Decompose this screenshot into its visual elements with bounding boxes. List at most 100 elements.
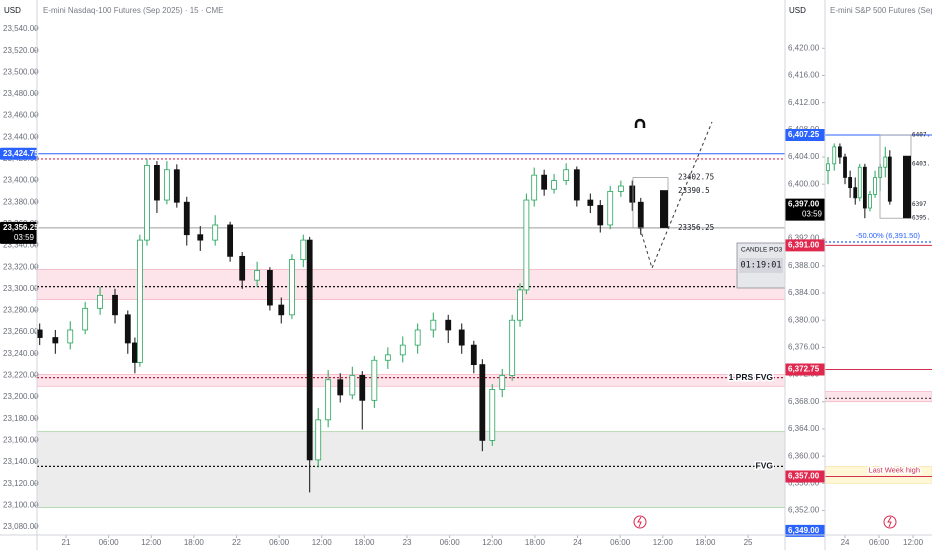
- candle-body: [183, 201, 190, 236]
- line-label: -50.00% (6,391.50): [856, 231, 921, 240]
- candle-body: [838, 146, 842, 158]
- price-label-bg: [785, 198, 825, 221]
- y-tick-label: 23,140.00: [3, 457, 39, 466]
- candle-body: [82, 307, 89, 331]
- candle-body: [826, 163, 830, 172]
- candle-body: [563, 169, 570, 181]
- candle-body: [97, 294, 103, 309]
- annotation: 6403.: [912, 160, 930, 167]
- alert-icon[interactable]: [883, 515, 897, 529]
- y-tick-label: 6,400.00: [788, 179, 820, 188]
- annotation: 6407.: [912, 131, 930, 138]
- candle-body: [509, 319, 516, 376]
- x-tick-label: 06:00: [99, 538, 120, 547]
- candle-body: [399, 344, 406, 356]
- candle-body: [278, 304, 285, 316]
- price-countdown: 03:59: [802, 210, 823, 219]
- x-tick-label: 18:00: [354, 538, 375, 547]
- candle-body: [239, 255, 246, 281]
- candle-body: [868, 194, 872, 209]
- candle-body: [489, 389, 496, 441]
- candle-body: [414, 329, 421, 346]
- y-tick-label: 6,388.00: [788, 261, 820, 270]
- candle-body: [289, 259, 295, 316]
- candle-body: [349, 375, 356, 396]
- y-tick-label: 6,392.00: [788, 234, 820, 243]
- candle-body: [853, 187, 858, 199]
- x-tick-label: 12:00: [312, 538, 333, 547]
- y-tick-label: 23,380.00: [3, 197, 39, 206]
- x-tick-label: 21: [62, 538, 71, 547]
- x-tick-label: 06:00: [440, 538, 461, 547]
- candle-body: [573, 169, 580, 201]
- y-tick-label: 23,080.00: [3, 522, 39, 531]
- candle-body: [212, 224, 219, 241]
- annotation: 23402.75: [678, 173, 714, 182]
- y-tick-label: 6,376.00: [788, 342, 820, 351]
- y-tick-label: 23,220.00: [3, 371, 39, 380]
- price-label-bg: [0, 147, 37, 160]
- y-tick-label: 6,352.00: [788, 506, 820, 515]
- candle-body: [325, 379, 332, 421]
- candle-body: [843, 156, 847, 178]
- candle-body: [637, 201, 644, 229]
- y-tick-label: 23,240.00: [3, 349, 39, 358]
- price-label-bg: [785, 470, 825, 483]
- y-tick-label: 6,380.00: [788, 315, 820, 324]
- x-tick-label: 22: [232, 538, 241, 547]
- price-label: 6,349.00: [788, 526, 820, 535]
- price-label: 6,391.00: [788, 241, 820, 250]
- candle-body: [300, 239, 307, 260]
- candle-body: [254, 270, 261, 281]
- candle-body: [144, 165, 150, 241]
- candle-body: [359, 375, 366, 401]
- y-tick-label: 23,300.00: [3, 284, 39, 293]
- y-tick-label: 6,404.00: [788, 152, 820, 161]
- y-tick-label: 23,400.00: [3, 176, 39, 185]
- annotation: 6397: [912, 201, 927, 208]
- chart-title: E-mini Nasdaq-100 Futures (Sep 2025) · 1…: [43, 6, 224, 15]
- candle-body: [587, 199, 594, 206]
- candle-body: [597, 205, 604, 226]
- candle-body: [154, 165, 160, 201]
- candle-body: [531, 174, 538, 201]
- candle-body: [887, 156, 892, 202]
- x-tick-label: 23: [403, 538, 412, 547]
- y-tick-label: 23,340.00: [3, 241, 39, 250]
- y-tick-label: 6,384.00: [788, 288, 820, 297]
- projection-path: [639, 121, 713, 270]
- candle-body: [112, 294, 118, 316]
- candle-body: [517, 289, 523, 321]
- annotation: 23390.5: [678, 186, 710, 195]
- y-tick-label: 6,420.00: [788, 43, 820, 52]
- y-tick-label: 23,260.00: [3, 327, 39, 336]
- candle-body: [848, 177, 853, 189]
- x-tick-label: 06:00: [269, 538, 290, 547]
- candle-body: [371, 359, 378, 401]
- y-tick-label: 6,416.00: [788, 71, 820, 80]
- y-tick-label: 23,500.00: [3, 67, 39, 76]
- candle-body: [523, 199, 530, 291]
- y-tick-label: 23,520.00: [3, 46, 39, 55]
- y-tick-label: 6,360.00: [788, 451, 820, 460]
- x-tick-label: 18:00: [695, 538, 716, 547]
- price-label-bg: [785, 524, 825, 537]
- candle-body: [607, 190, 614, 226]
- candle-body: [173, 169, 180, 203]
- y-tick-label: 6,364.00: [788, 424, 820, 433]
- candle-body: [430, 319, 437, 331]
- alert-icon[interactable]: [633, 515, 647, 529]
- y-tick-label: 23,100.00: [3, 500, 39, 509]
- x-tick-label: 12:00: [482, 538, 503, 547]
- candle-body: [499, 375, 506, 390]
- y-tick-label: 6,356.00: [788, 478, 820, 487]
- y-tick-label: 23,440.00: [3, 132, 39, 141]
- candle-body: [67, 329, 74, 344]
- price-label: 6,397.00: [788, 200, 820, 209]
- candle-body: [862, 166, 867, 209]
- zone: [36, 374, 786, 387]
- currency: USD: [789, 6, 806, 15]
- candle-body: [36, 329, 43, 338]
- zone: [824, 391, 932, 403]
